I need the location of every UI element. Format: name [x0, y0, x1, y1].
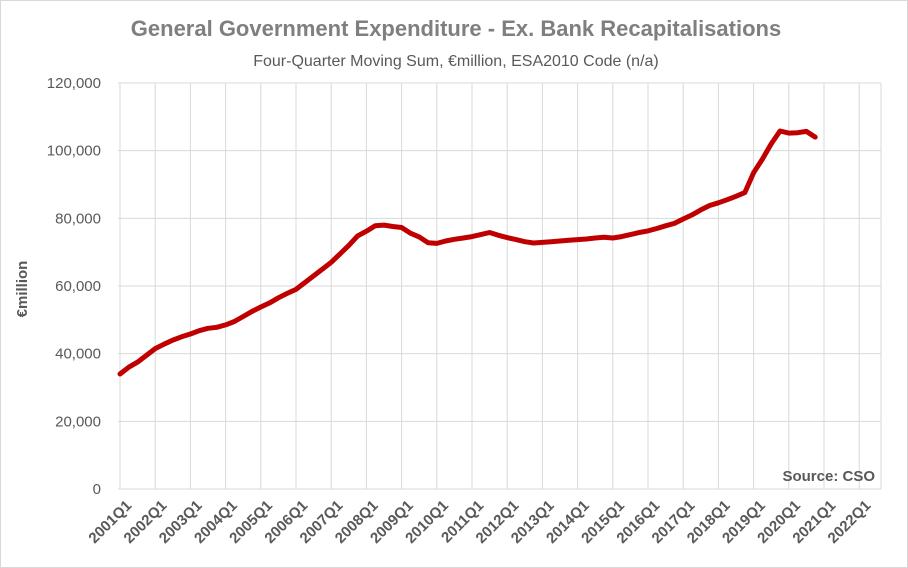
chart-subtitle: Four-Quarter Moving Sum, €million, ESA20… — [253, 53, 659, 70]
y-tick-label: 100,000 — [47, 143, 101, 160]
y-tick-label: 80,000 — [55, 210, 101, 227]
chart-title: General Government Expenditure - Ex. Ban… — [131, 16, 781, 41]
y-tick-label: 120,000 — [47, 75, 101, 92]
y-tick-label: 0 — [93, 481, 101, 498]
y-axis-ticks: 0 20,000 40,000 60,000 80,000 100,000 120,000 — [47, 75, 101, 498]
y-axis-label: €million — [14, 261, 31, 318]
grid — [118, 82, 882, 490]
y-tick-label: 60,000 — [55, 278, 101, 295]
y-tick-label: 20,000 — [55, 413, 101, 430]
x-axis-ticks: 2001Q12002Q12003Q12004Q12005Q12006Q12007… — [85, 497, 874, 547]
source-note: Source: CSO — [782, 468, 875, 485]
y-tick-label: 40,000 — [55, 346, 101, 363]
series-line-expenditure — [117, 128, 818, 377]
series-layer — [117, 128, 818, 377]
